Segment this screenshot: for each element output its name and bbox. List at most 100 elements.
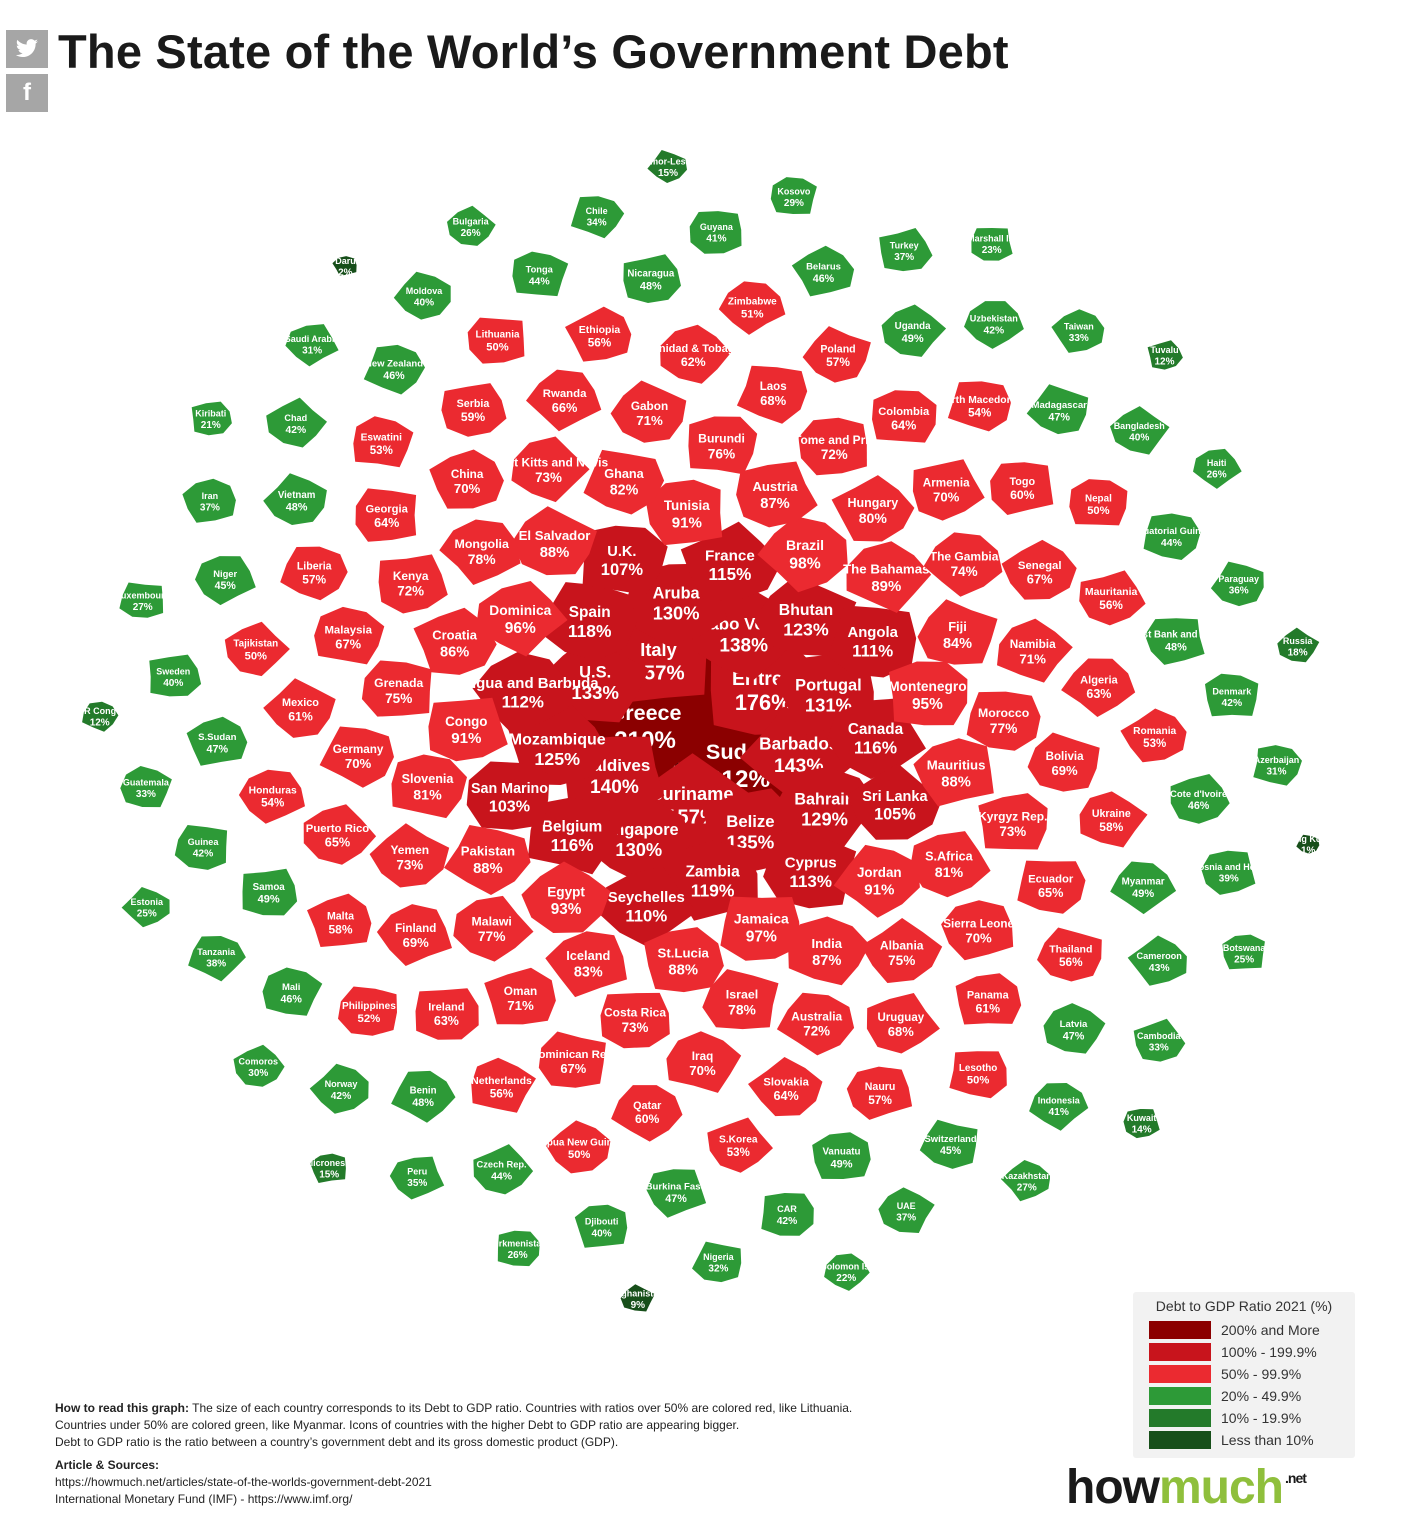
- facebook-share-button[interactable]: f: [6, 74, 48, 112]
- country-value-label: 12%: [90, 718, 110, 729]
- country-shape: [754, 575, 857, 657]
- legend-label: 10% - 19.9%: [1221, 1410, 1302, 1426]
- country-name-label: Armenia: [923, 476, 970, 489]
- country-value-label: 33%: [1069, 333, 1089, 344]
- country-name-label: Malawi: [472, 914, 512, 928]
- country-shape: [798, 417, 867, 476]
- country-value-label: 18%: [1288, 647, 1308, 658]
- country-kyrgyz-rep: Kyrgyz Rep.73%: [978, 793, 1048, 850]
- country-name-label: Italy: [640, 640, 677, 660]
- country-shape: [447, 205, 496, 246]
- legend-title: Debt to GDP Ratio 2021 (%): [1155, 1298, 1333, 1314]
- country-name-label: Mali: [282, 982, 300, 993]
- country-name-label: Philippines: [342, 1001, 396, 1012]
- country-shape: [997, 618, 1073, 683]
- country-shape: [82, 701, 119, 732]
- country-shape: [910, 831, 991, 898]
- source-link-article[interactable]: https://howmuch.net/articles/state-of-th…: [55, 1475, 432, 1489]
- country-shape: [872, 390, 937, 443]
- country-shape: [195, 556, 256, 606]
- country-name-label: Malaysia: [324, 625, 372, 637]
- country-shape: [467, 317, 525, 364]
- country-shape: [831, 475, 915, 542]
- country-value-label: 25%: [137, 909, 157, 920]
- country-name-label: Australia: [791, 1009, 842, 1023]
- country-jordan: Jordan 91%: [833, 844, 920, 918]
- country-shape: [917, 599, 998, 665]
- country-cambodia: Cambodia 33%: [1133, 1018, 1186, 1062]
- country-name-label: Malta: [327, 911, 354, 923]
- country-value-label: 57%: [868, 1093, 892, 1107]
- country-shape: [1170, 774, 1230, 824]
- country-value-label: 44%: [491, 1171, 513, 1183]
- country-value-label: 21%: [201, 420, 221, 431]
- country-shape: [574, 1204, 628, 1248]
- country-name-label: Brunei Darussalam: [304, 256, 386, 266]
- country-shape: [990, 462, 1054, 515]
- country-shape: [413, 607, 497, 675]
- country-value-label: 38%: [206, 959, 226, 970]
- country-value-label: 96%: [505, 620, 536, 637]
- country-name-label: Uzbekistan: [970, 314, 1018, 324]
- country-value-label: 50%: [245, 651, 267, 663]
- country-name-label: Bahrain: [794, 790, 854, 808]
- country-name-label: Latvia: [1060, 1019, 1088, 1030]
- country-name-label: Burkina Faso: [646, 1182, 707, 1193]
- country-taiwan: Taiwan 33%: [1051, 309, 1105, 353]
- country-value-label: 57%: [826, 355, 850, 369]
- country-guyana: Guyana 41%: [689, 211, 742, 254]
- country-name-label: Lithuania: [476, 330, 520, 341]
- country-dr-congo: DR Congo 12%: [78, 701, 122, 732]
- country-value-label: 113%: [789, 872, 832, 891]
- country-value-label: 88%: [941, 775, 971, 791]
- country-shape: [391, 1070, 456, 1123]
- country-value-label: 60%: [635, 1112, 660, 1126]
- country-name-label: Sweden: [156, 666, 190, 676]
- country-value-label: 40%: [1129, 433, 1149, 444]
- country-value-label: 77%: [478, 929, 506, 944]
- country-value-label: 116%: [551, 835, 594, 855]
- country-value-label: 82%: [610, 482, 639, 498]
- legend-label: Less than 10%: [1221, 1432, 1314, 1448]
- country-shape: [1222, 934, 1265, 970]
- country-shape: [1133, 1018, 1186, 1062]
- country-croatia: Croatia 86%: [413, 607, 497, 675]
- country-value-label: 103%: [489, 798, 530, 816]
- country-name-label: Colombia: [878, 406, 930, 418]
- country-value-label: 33%: [136, 789, 156, 800]
- country-name-label: CAR: [777, 1204, 797, 1214]
- country-luxembourg: Luxembourg 27%: [115, 582, 170, 618]
- country-name-label: Panama: [967, 989, 1010, 1001]
- country-name-label: Kyrgyz Rep.: [978, 810, 1047, 824]
- country-value-label: 14%: [1132, 1124, 1152, 1135]
- twitter-share-button[interactable]: [6, 30, 48, 68]
- country-name-label: Nigeria: [703, 1252, 735, 1262]
- country-name-label: Uganda: [895, 321, 931, 332]
- country-shape: [376, 904, 452, 966]
- country-value-label: 37%: [200, 503, 220, 514]
- country-the-bahamas: The Bahamas 89%: [843, 541, 932, 613]
- country-name-label: Turkey: [890, 240, 919, 250]
- source-link-imf[interactable]: International Monetary Fund (IMF) - http…: [55, 1492, 353, 1506]
- country-value-label: 64%: [891, 418, 916, 432]
- country-value-label: 67%: [335, 637, 361, 652]
- country-shape: [1253, 745, 1302, 786]
- country-value-label: 42%: [777, 1216, 798, 1227]
